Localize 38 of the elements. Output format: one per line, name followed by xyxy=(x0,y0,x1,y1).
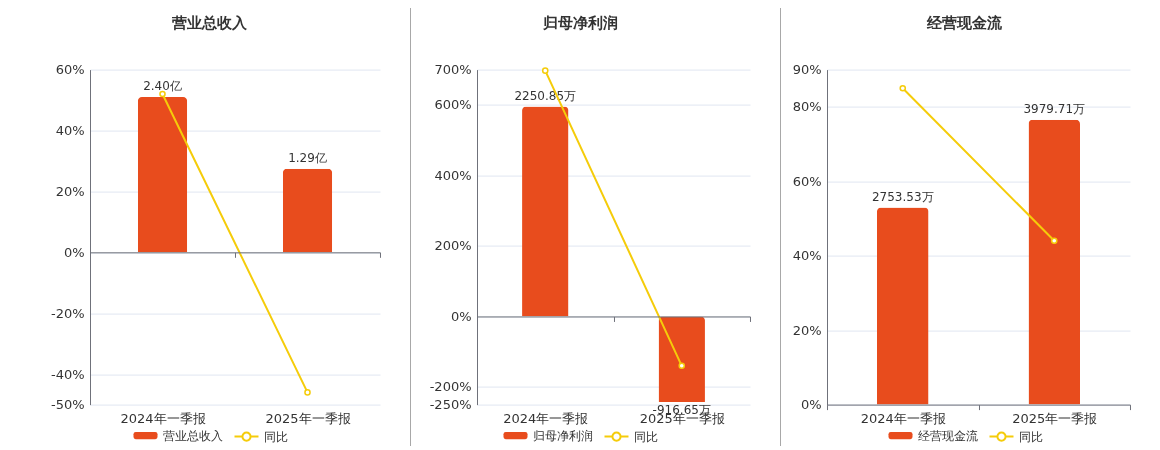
legend-label: 同比 xyxy=(264,429,289,444)
x-tick-label: 2024年一季报 xyxy=(120,411,206,427)
y-tick-label: 20% xyxy=(792,322,822,338)
y-tick-label: -20% xyxy=(50,305,85,321)
y-tick-label: 80% xyxy=(792,99,822,115)
y-tick-label: 700% xyxy=(434,62,472,78)
y-tick-label: 90% xyxy=(792,62,822,78)
data-label: 2.40亿 xyxy=(143,79,182,94)
y-tick-label: -40% xyxy=(50,366,85,382)
legend-label: 营业总收入 xyxy=(162,428,223,443)
y-tick-label: 60% xyxy=(792,173,822,189)
chart-title: 归母净利润 xyxy=(541,13,618,32)
y-tick-label: -250% xyxy=(429,397,472,413)
y-tick-label: -200% xyxy=(429,379,472,395)
x-tick-label: 2025年一季报 xyxy=(265,411,351,427)
legend-label: 同比 xyxy=(1019,429,1044,444)
data-label: 3979.71万 xyxy=(1023,101,1086,116)
x-tick-label: 2025年一季报 xyxy=(1012,411,1098,427)
y-tick-label: -50% xyxy=(50,397,85,413)
legend-label: 归母净利润 xyxy=(532,428,593,443)
x-tick-label: 2024年一季报 xyxy=(503,411,589,427)
y-tick-label: 0% xyxy=(450,308,472,324)
y-tick-label: 60% xyxy=(55,62,85,78)
y-tick-label: 0% xyxy=(63,244,85,260)
data-label: 2753.53万 xyxy=(871,189,934,204)
y-tick-label: 600% xyxy=(434,97,472,113)
y-tick-label: 20% xyxy=(55,183,85,199)
x-tick-label: 2024年一季报 xyxy=(860,411,946,427)
y-tick-label: 400% xyxy=(434,167,472,183)
y-tick-label: 40% xyxy=(792,248,822,264)
data-label: 1.29亿 xyxy=(288,150,327,165)
y-tick-label: 0% xyxy=(800,397,822,413)
y-tick-label: 200% xyxy=(434,238,472,254)
chart-title: 经营现金流 xyxy=(926,13,1004,32)
y-tick-label: 40% xyxy=(55,123,85,139)
legend-label: 同比 xyxy=(634,429,659,444)
chart-title: 营业总收入 xyxy=(171,13,249,32)
legend-label: 经营现金流 xyxy=(917,428,978,443)
